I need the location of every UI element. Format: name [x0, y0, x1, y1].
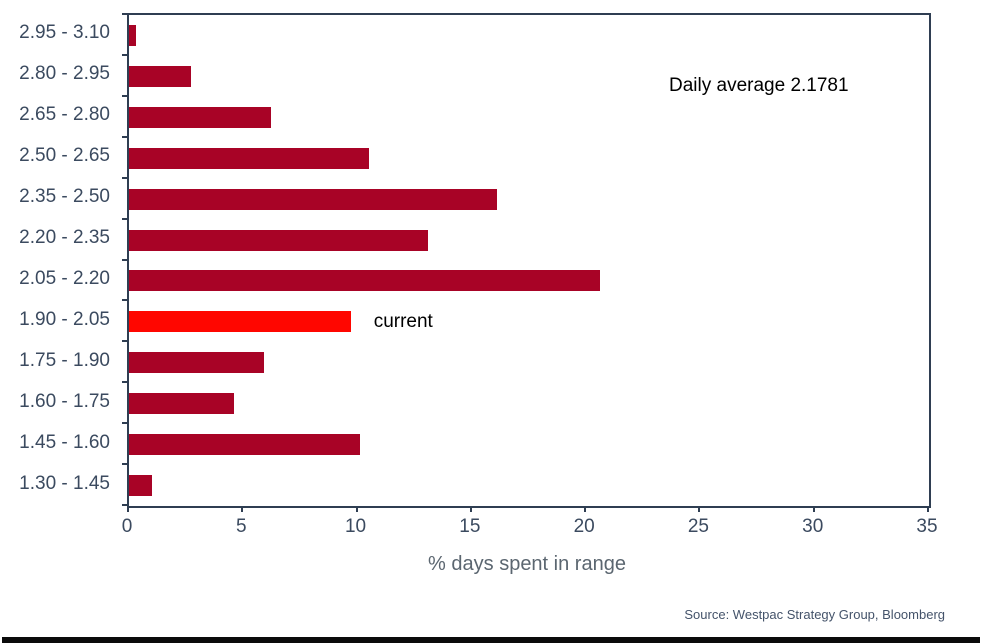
y-axis-label: 2.65 - 2.80 — [19, 104, 110, 126]
current-label: current — [373, 310, 433, 332]
x-axis-tick-label: 20 — [573, 516, 595, 537]
x-axis-title: % days spent in range — [428, 553, 626, 575]
x-axis-tick-label: 25 — [687, 516, 709, 537]
y-axis-tick — [122, 94, 128, 97]
y-axis-tick — [122, 258, 128, 261]
y-axis-label: 2.95 - 3.10 — [19, 22, 110, 44]
y-axis-label: 2.35 - 2.50 — [19, 186, 110, 208]
x-axis-tick — [355, 506, 358, 512]
y-axis-label: 1.90 - 2.05 — [19, 308, 110, 330]
daily-average-annotation: Daily average 2.1781 — [669, 75, 849, 96]
bar — [129, 352, 264, 374]
y-axis-label: 1.75 - 1.90 — [19, 349, 110, 371]
bar — [129, 393, 235, 415]
x-axis-tick — [698, 506, 701, 512]
x-axis-tick — [469, 506, 472, 512]
x-axis-tick — [812, 506, 815, 512]
y-axis-label: 1.30 - 1.45 — [19, 472, 110, 494]
y-axis-label: 2.80 - 2.95 — [19, 63, 110, 85]
y-axis-tick — [122, 340, 128, 343]
y-axis-tick — [122, 504, 128, 506]
y-axis-tick — [122, 135, 128, 138]
bar-current — [129, 311, 351, 333]
x-axis-tick-label: 5 — [235, 516, 247, 537]
y-axis-tick — [122, 13, 128, 15]
bar — [129, 434, 360, 456]
x-axis-tick — [127, 506, 129, 512]
bar — [129, 188, 497, 210]
y-axis-tick — [122, 53, 128, 56]
bar — [129, 24, 136, 46]
bar — [129, 270, 600, 292]
y-axis-tick — [122, 217, 128, 220]
x-axis-tick-label: 35 — [916, 516, 938, 537]
y-axis-label: 2.05 - 2.20 — [19, 267, 110, 289]
y-axis-label: 1.60 - 1.75 — [19, 390, 110, 412]
bar — [129, 65, 191, 87]
x-axis-tick-label: 30 — [802, 516, 824, 537]
y-axis-tick — [122, 381, 128, 384]
x-axis-tick-label: 0 — [121, 516, 133, 537]
x-axis-tick-label: 15 — [459, 516, 481, 537]
y-axis-label: 2.20 - 2.35 — [19, 227, 110, 249]
source-note: Source: Westpac Strategy Group, Bloomber… — [684, 607, 945, 622]
y-axis-label: 1.45 - 1.60 — [19, 431, 110, 453]
bar — [129, 147, 369, 169]
x-axis-tick — [241, 506, 244, 512]
y-axis-tick — [122, 299, 128, 302]
bar — [129, 475, 152, 497]
y-axis-tick — [122, 176, 128, 179]
bottom-rule — [2, 637, 980, 643]
y-axis-tick — [122, 422, 128, 425]
x-axis-tick — [927, 506, 929, 512]
x-axis-tick — [584, 506, 587, 512]
bar — [129, 106, 271, 128]
bar — [129, 229, 429, 251]
y-axis-label: 2.50 - 2.65 — [19, 145, 110, 167]
y-axis-tick — [122, 463, 128, 466]
x-axis-tick-label: 10 — [344, 516, 367, 537]
plot-area: Daily average 2.1781 current — [127, 13, 931, 508]
